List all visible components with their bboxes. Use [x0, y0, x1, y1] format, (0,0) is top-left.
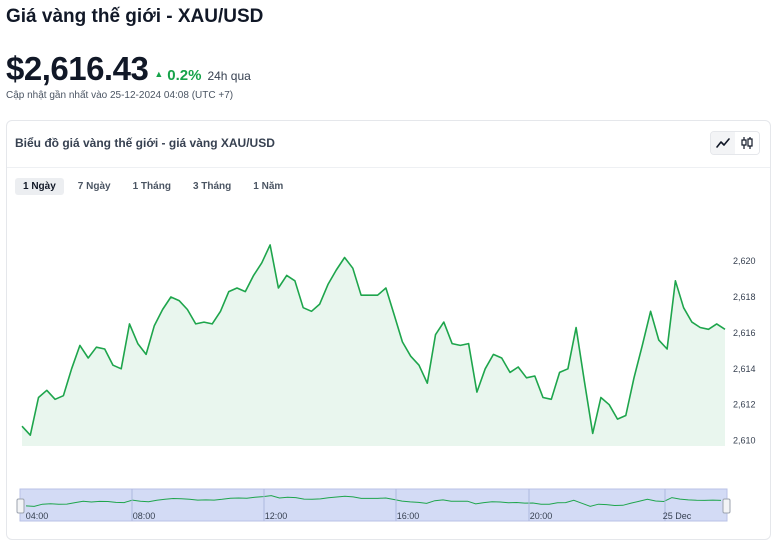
price-change: ▲ 0.2% 24h qua	[154, 67, 251, 84]
tab-1-year[interactable]: 1 Năm	[253, 181, 284, 192]
tab-1-day[interactable]: 1 Ngày	[15, 178, 64, 195]
price-line	[21, 244, 726, 437]
y-tick-label: 2,614	[733, 364, 756, 374]
y-tick-label: 2,616	[733, 328, 756, 338]
tab-3-months[interactable]: 3 Tháng	[192, 181, 232, 192]
change-period: 24h qua	[207, 69, 251, 83]
last-updated: Cập nhật gần nhất vào 25-12-2024 04:08 (…	[6, 90, 234, 101]
tab-7-days[interactable]: 7 Ngày	[77, 181, 111, 192]
navigator-handle-right[interactable]	[722, 498, 731, 514]
range-tabs: 1 Ngày 7 Ngày 1 Tháng 3 Tháng 1 Năm	[15, 178, 291, 195]
candlestick-chart-button[interactable]	[735, 132, 759, 154]
navigator-label: 04:00	[26, 511, 49, 521]
price-row: $2,616.43 ▲ 0.2% 24h qua	[6, 50, 251, 88]
price-area	[22, 244, 725, 446]
navigator-grid	[131, 489, 666, 521]
navigator-label: 08:00	[133, 511, 156, 521]
triangle-up-icon: ▲	[154, 69, 164, 79]
y-axis: 2,610 2,612 2,614 2,616 2,618 2,620	[733, 256, 756, 446]
navigator-label: 25 Dec	[663, 511, 692, 521]
change-percent: 0.2%	[167, 67, 202, 84]
navigator-labels: 04:00 08:00 12:00 16:00 20:00 25 Dec	[26, 511, 692, 521]
line-chart-button[interactable]	[711, 132, 735, 154]
navigator[interactable]: 04:00 08:00 12:00 16:00 20:00 25 Dec	[16, 488, 731, 522]
navigator-line	[25, 495, 722, 507]
page-title: Giá vàng thế giới - XAU/USD	[6, 6, 264, 27]
y-tick-label: 2,618	[733, 292, 756, 302]
navigator-label: 20:00	[530, 511, 553, 521]
current-price: $2,616.43	[6, 50, 149, 87]
navigator-label: 16:00	[397, 511, 420, 521]
tab-1-month[interactable]: 1 Tháng	[132, 181, 171, 192]
card-divider	[7, 167, 770, 168]
navigator-label: 12:00	[265, 511, 288, 521]
candlestick-icon	[741, 137, 753, 149]
y-tick-label: 2,610	[733, 436, 756, 446]
y-tick-label: 2,620	[733, 256, 756, 266]
chart-title: Biểu đồ giá vàng thế giới - giá vàng XAU…	[15, 136, 275, 150]
chart-type-toggle	[710, 131, 760, 155]
line-chart-icon	[716, 138, 730, 148]
navigator-handle-left[interactable]	[16, 498, 25, 514]
y-tick-label: 2,612	[733, 400, 756, 410]
